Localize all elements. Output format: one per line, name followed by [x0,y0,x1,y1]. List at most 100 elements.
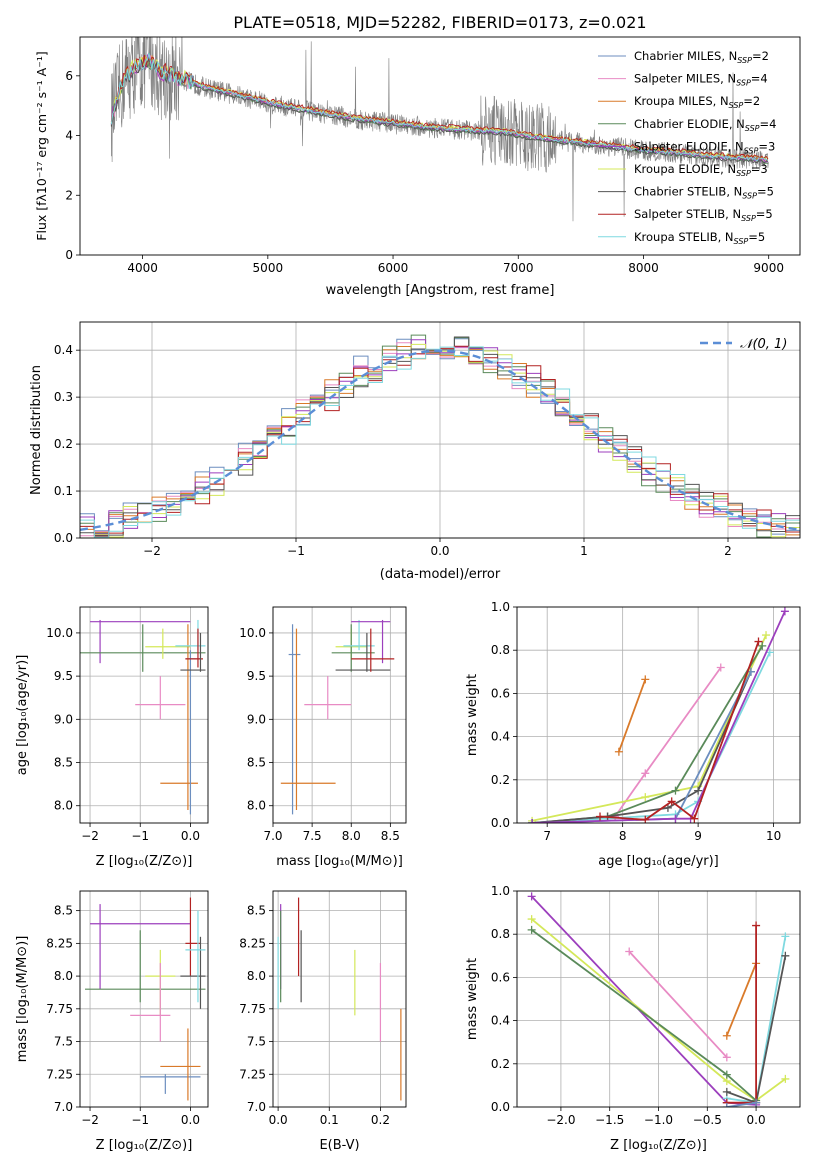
weight-marker [528,819,537,823]
x-tick-label: 8.0 [342,829,361,843]
x-axis-label: (data-model)/error [380,567,501,582]
weight-line [532,610,786,823]
weight-marker [754,637,763,646]
weight_vs_Z-panel: −2.0 −1.5 −1.0 −0.5 0.0 0.0 0.2 0.4 0.6 0.8 1.0 Z [… [465,884,801,1153]
weight-marker [614,747,623,756]
x-tick-label: 5000 [253,261,284,275]
weight-marker [722,1070,731,1079]
x-tick-label: 7000 [503,261,534,275]
weight-line [618,679,647,753]
weight-marker [762,631,771,640]
x-tick-label: 0.0 [747,1113,766,1127]
weight-line [532,652,771,823]
legend-label-subscript: SSP [736,169,751,178]
x-tick-label: 6000 [378,261,409,275]
weight-line [531,918,786,1102]
legend-label: Salpeter STELIB, NSSP=5 [634,207,773,223]
y-tick-label: 8.5 [54,756,73,770]
spectrum-panel: 4000 5000 6000 7000 8000 9000 0 2 4 6 Chabrier MIL… [34,36,801,298]
y-tick-label: 0.0 [491,816,510,830]
model-spectrum-line [110,53,769,163]
weight-marker [641,815,650,823]
legend-label-subscript: SSP [736,79,751,88]
y-tick-label: 0.8 [491,643,510,657]
age_vs_mass-panel: 7.0 7.5 8.0 8.5 8.0 8.5 9.0 9.5 10.0 mass [log₁₀(… [239,606,407,869]
x-tick-label: 9000 [753,261,784,275]
weight-marker [694,786,703,795]
mass_vs_ebv-panel: 0.0 0.1 0.2 7.0 7.25 7.5 7.75 8.0 8.25 8.5 E(B-V) [239,890,407,1153]
y-tick-label: 8.0 [247,969,266,983]
age_vs_Z-panel: −2 −1 0.0 8.0 8.5 9.0 9.5 10.0 Z [log₁₀(Z/Z⊙)] ag… [15,606,209,869]
x-tick-label: −2 [81,1113,99,1127]
legend-label: Chabrier ELODIE, NSSP=4 [634,117,776,133]
weight-marker [527,925,536,934]
y-tick-label: 7.25 [239,1067,266,1081]
y-tick-label: 7.0 [54,1100,73,1114]
x-tick-label: 7.5 [303,829,322,843]
legend-label-count: =3 [751,162,768,176]
x-tick-label: 8 [619,829,627,843]
legend-label-count: =5 [756,207,773,221]
weight-marker [641,793,650,802]
weight-marker [527,892,536,901]
x-tick-label: 7.0 [263,829,282,843]
weight-marker [752,921,761,930]
x-axis-label: wavelength [Angstrom, rest frame] [326,283,555,298]
y-tick-label: 0.1 [54,484,73,498]
axes-frame [79,890,209,1108]
y-tick-label: 9.5 [247,669,266,683]
legend-label-subscript: SSP [737,56,752,65]
x-axis-label: age [log₁₀(age/yr)] [598,854,719,869]
weight-line [726,1101,757,1107]
x-tick-label: 8000 [628,261,659,275]
legend-label-name: Chabrier MILES, N [634,49,737,63]
x-axis-label: mass [log₁₀(M/M⊙)] [276,854,403,869]
y-axis-label: mass weight [465,674,480,756]
y-tick-label: 0.4 [491,1014,510,1028]
legend-label-subscript: SSP [734,237,749,246]
legend-label: Kroupa ELODIE, NSSP=3 [634,162,768,178]
y-tick-label: 7.75 [46,1002,73,1016]
y-tick-label: 7.0 [247,1100,266,1114]
axes-frame [272,606,407,824]
legend-label-count: =3 [758,139,775,153]
y-tick-label: 0.0 [54,531,73,545]
x-tick-label: 4000 [127,261,158,275]
x-tick-label: −2 [81,829,99,843]
y-tick-label: 9.0 [247,712,266,726]
y-tick-label: 0.3 [54,390,73,404]
model-spectrum-line [110,57,768,164]
weight-marker [722,1053,731,1062]
legend-label-count: =5 [748,230,765,244]
x-tick-label: −2.0 [546,1113,575,1127]
x-tick-label: 0.2 [371,1113,390,1127]
weight-marker [758,641,767,650]
y-tick-label: 0.2 [54,437,73,451]
x-axis-label: Z [log₁₀(Z/Z⊙)] [96,854,193,869]
legend-label-name: Chabrier STELIB, N [634,185,742,199]
x-tick-label: −1.5 [595,1113,624,1127]
spectrum-lines [110,37,769,222]
legend-label: Chabrier STELIB, NSSP=5 [634,185,774,201]
y-tick-label: 7.5 [247,1035,266,1049]
y-tick-label: 9.0 [54,712,73,726]
y-tick-label: 7.5 [54,1035,73,1049]
x-tick-label: 8.5 [381,829,400,843]
y-axis-label: Normed distribution [29,365,44,495]
weight_vs_age-panel: 7 8 9 10 0.0 0.2 0.4 0.6 0.8 1.0 age [log₁₀(age/yr… [465,600,801,869]
weight-marker [690,814,699,823]
y-tick-label: 0.4 [491,730,510,744]
y-tick-label: 0.0 [491,1100,510,1114]
y-tick-label: 8.25 [46,936,73,950]
mass_vs_Z-panel: −2 −1 0.0 7.0 7.25 7.5 7.75 8.0 8.25 8.5 Z [log₁₀(… [15,890,209,1153]
y-tick-label: 0.2 [491,773,510,787]
axes-frame [79,36,801,256]
y-axis-label: age [log₁₀(age/yr)] [15,655,30,776]
weight-marker [781,1074,790,1083]
weight-lines [528,607,789,823]
weight-marker [641,769,650,778]
legend-label-subscript: SSP [741,214,756,223]
weight-marker [752,1098,761,1107]
